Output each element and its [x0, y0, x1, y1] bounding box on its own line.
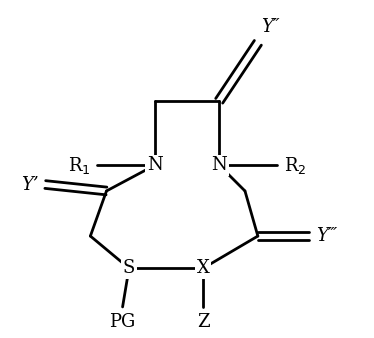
Text: X: X: [197, 259, 209, 277]
Text: R$_2$: R$_2$: [283, 155, 306, 176]
Text: N: N: [147, 156, 163, 174]
Text: Z: Z: [197, 313, 209, 331]
Text: S: S: [123, 259, 135, 277]
Text: Y‴: Y‴: [316, 227, 337, 245]
Text: Y″: Y″: [261, 18, 280, 37]
Text: N: N: [211, 156, 227, 174]
Text: Y’: Y’: [21, 175, 39, 194]
Text: PG: PG: [110, 313, 136, 331]
Text: R$_1$: R$_1$: [68, 155, 91, 176]
